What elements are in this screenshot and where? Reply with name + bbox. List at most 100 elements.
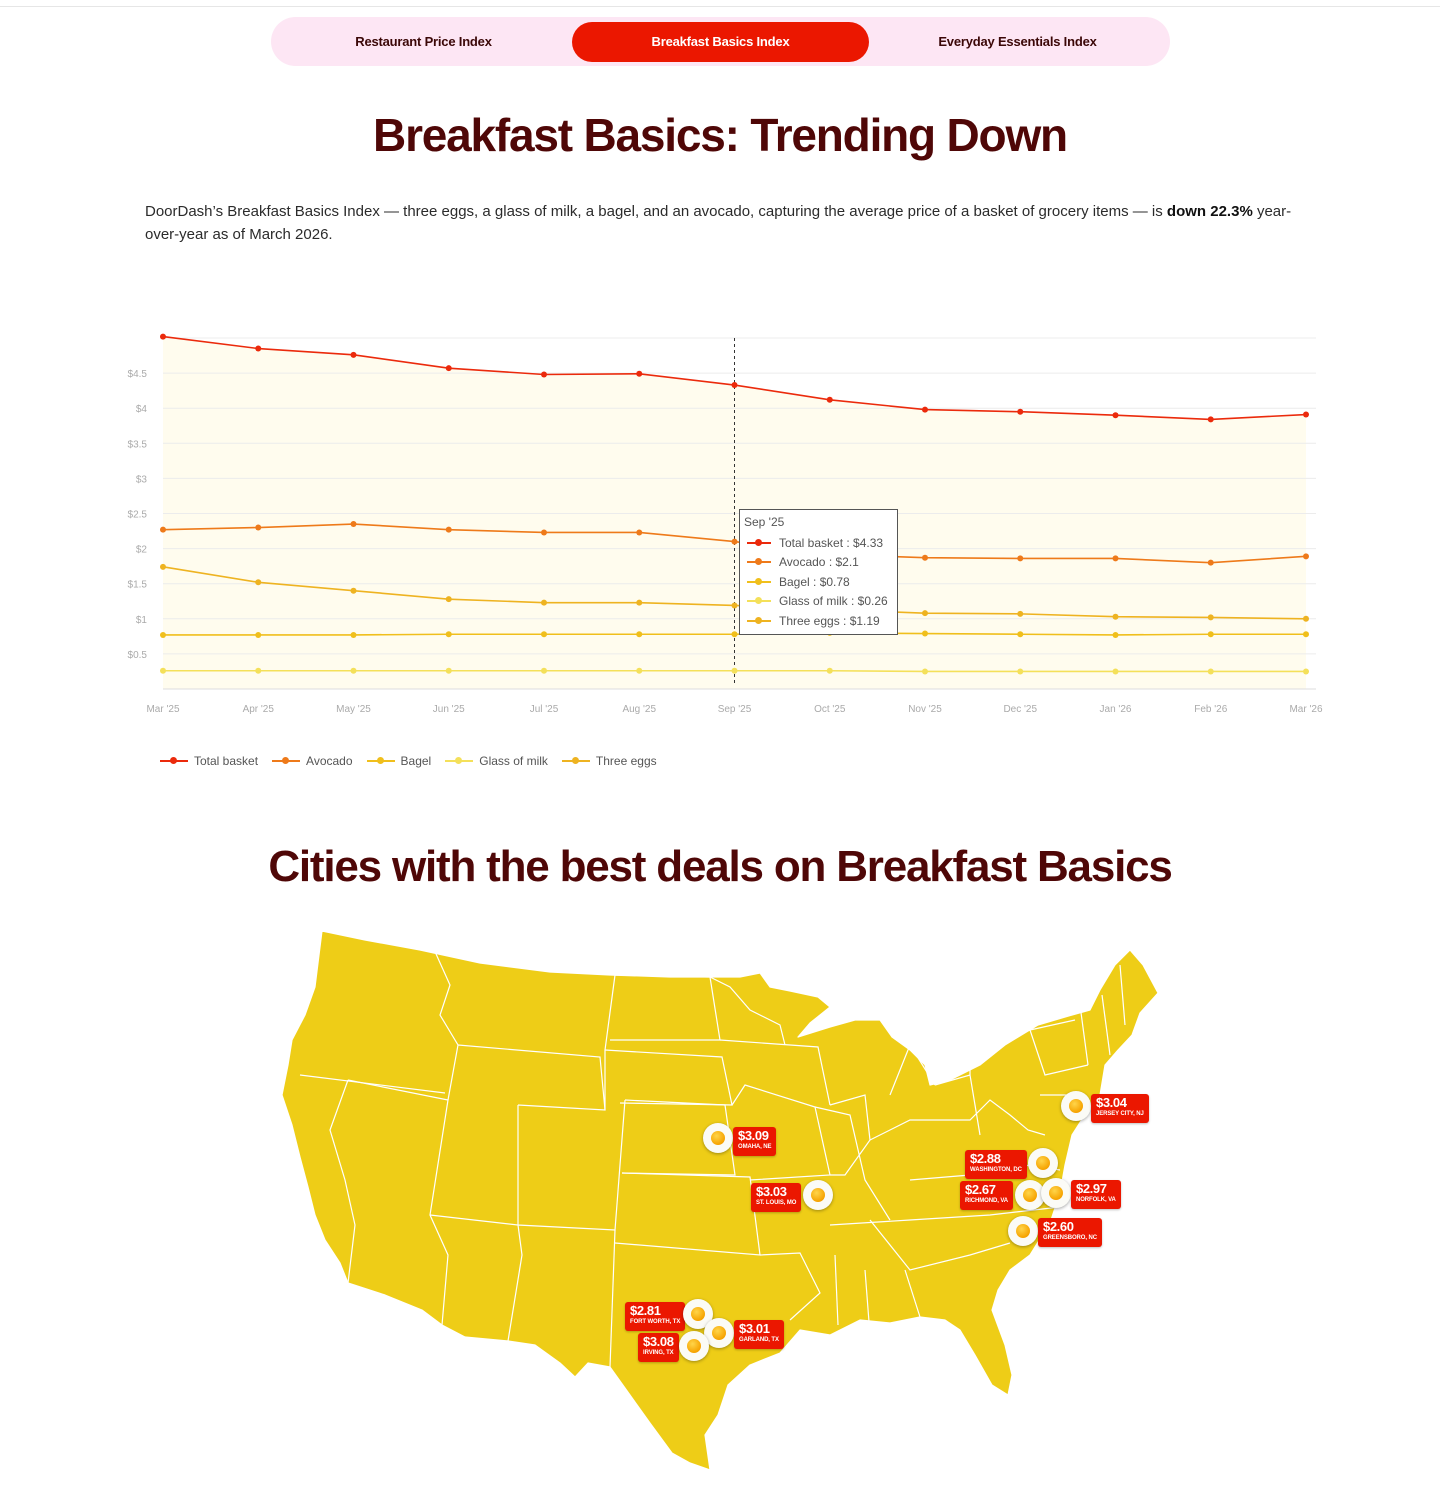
data-point xyxy=(731,382,738,389)
pin-label: $3.08 Irving, TX xyxy=(638,1333,679,1362)
egg-icon xyxy=(1008,1216,1038,1246)
pin-city: Irving, TX xyxy=(643,1350,674,1356)
intro-paragraph: DoorDash’s Breakfast Basics Index — thre… xyxy=(145,200,1305,246)
y-tick-label: $3.5 xyxy=(128,439,148,450)
y-tick-label: $1 xyxy=(136,615,148,626)
state-borders xyxy=(299,944,1126,1368)
tooltip-row: Total basket : $4.33 xyxy=(744,533,893,553)
tooltip-row-text: Bagel : $0.78 xyxy=(779,574,850,589)
tab-restaurant-price-index[interactable]: Restaurant Price Index xyxy=(355,34,492,49)
data-point xyxy=(731,538,738,545)
pin-city: Richmond, VA xyxy=(965,1198,1009,1204)
data-point xyxy=(1207,559,1214,566)
tab-breakfast-basics-index[interactable]: Breakfast Basics Index xyxy=(572,21,869,62)
pin-city: St. Louis, MO xyxy=(756,1200,797,1206)
data-point xyxy=(255,631,262,638)
data-point xyxy=(160,526,166,533)
egg-icon xyxy=(679,1331,709,1361)
data-point xyxy=(826,667,833,674)
legend-label: Total basket xyxy=(194,754,259,768)
legend-item[interactable]: Glass of milk xyxy=(445,754,548,768)
legend-item[interactable]: Bagel xyxy=(366,754,431,768)
data-point xyxy=(636,370,643,377)
data-point xyxy=(731,667,738,674)
pin-price: $3.01 xyxy=(739,1321,770,1336)
data-point xyxy=(541,631,547,638)
egg-icon xyxy=(1028,1148,1058,1178)
tab-everyday-essentials-index[interactable]: Everyday Essentials Index xyxy=(938,34,1097,49)
tooltip-swatch-icon xyxy=(744,557,772,567)
x-tick-label: Apr '25 xyxy=(243,704,275,715)
data-point xyxy=(1207,416,1214,423)
x-tick-label: May '25 xyxy=(336,704,371,715)
index-tabs: Restaurant Price Index Breakfast Basics … xyxy=(271,17,1170,66)
egg-icon xyxy=(1041,1178,1071,1208)
legend-item[interactable]: Total basket xyxy=(160,754,258,768)
data-point xyxy=(1303,631,1309,638)
egg-icon xyxy=(683,1299,713,1329)
line-chart-svg[interactable]: $0.5 $1 $1.5 $2 $2.5 $3 $3.5 $4 $4.5 Mar '25 Apr '… xyxy=(110,320,1340,730)
legend-item[interactable]: Three eggs xyxy=(561,754,657,768)
data-point xyxy=(541,371,547,378)
x-tick-label: Jul '25 xyxy=(530,704,559,715)
tooltip-swatch-icon xyxy=(744,577,772,587)
intro-text: DoorDash’s Breakfast Basics Index — thre… xyxy=(145,203,1167,220)
pin-price: $2.60 xyxy=(1043,1219,1074,1234)
data-point xyxy=(826,396,833,403)
data-point xyxy=(160,667,166,674)
egg-icon xyxy=(803,1180,833,1210)
pin-price: $2.67 xyxy=(965,1182,996,1197)
data-point xyxy=(1017,610,1024,617)
tooltip-row-text: Avocado : $2.1 xyxy=(779,555,859,570)
egg-icon xyxy=(1061,1091,1091,1121)
data-point xyxy=(160,563,166,570)
tooltip-row: Three eggs : $1.19 xyxy=(744,611,893,631)
y-tick-label: $0.5 xyxy=(128,650,148,661)
tooltip-swatch-icon xyxy=(744,596,772,606)
price-trend-chart[interactable]: $0.5 $1 $1.5 $2 $2.5 $3 $3.5 $4 $4.5 Mar '25 Apr '… xyxy=(110,320,1340,730)
pin-label: $2.88 Washington, DC xyxy=(965,1150,1027,1179)
data-point xyxy=(1112,412,1119,419)
data-point xyxy=(350,521,357,528)
data-point xyxy=(1303,668,1309,675)
data-point xyxy=(1207,614,1214,621)
data-point xyxy=(1112,668,1119,675)
data-point xyxy=(1303,615,1309,622)
data-point xyxy=(636,529,643,536)
data-point xyxy=(255,345,262,352)
legend-swatch-icon xyxy=(272,756,301,766)
data-point xyxy=(541,529,547,536)
data-point xyxy=(445,365,452,372)
pin-label: $2.67 Richmond, VA xyxy=(960,1181,1014,1210)
cities-heading: Cities with the best deals on Breakfast … xyxy=(268,842,1173,891)
pin-label: $3.04 Jersey City, NJ xyxy=(1091,1094,1149,1123)
data-point xyxy=(350,631,357,638)
data-point xyxy=(922,610,928,617)
page-title: Breakfast Basics: Trending Down xyxy=(373,109,1068,161)
data-point xyxy=(1112,555,1119,562)
data-point xyxy=(1017,408,1024,415)
legend-item[interactable]: Avocado xyxy=(272,754,353,768)
pin-label: $2.97 Norfolk, VA xyxy=(1071,1180,1121,1209)
pin-label: $2.81 Fort Worth, TX xyxy=(625,1302,686,1331)
y-tick-label: $4 xyxy=(136,404,148,415)
pin-city: Fort Worth, TX xyxy=(630,1319,681,1325)
top-divider xyxy=(0,6,1440,7)
tooltip-row-text: Glass of milk : $0.26 xyxy=(779,594,888,609)
x-tick-label: Jan '26 xyxy=(1100,704,1132,715)
data-point xyxy=(636,667,643,674)
data-point xyxy=(1207,631,1214,638)
legend-swatch-icon xyxy=(445,756,474,766)
data-point xyxy=(636,599,643,606)
data-point xyxy=(1017,668,1024,675)
pin-price: $3.03 xyxy=(756,1184,787,1199)
tooltip-swatch-icon xyxy=(744,616,772,626)
x-tick-label: Dec '25 xyxy=(1003,704,1037,715)
y-tick-label: $2 xyxy=(136,545,148,556)
pin-label: $3.03 St. Louis, MO xyxy=(751,1183,802,1212)
data-point xyxy=(445,596,452,603)
pin-price: $3.08 xyxy=(643,1334,674,1349)
data-point xyxy=(1017,631,1024,638)
chart-legend: Total basket Avocado Bagel Glass of milk Thr… xyxy=(160,754,671,768)
data-point xyxy=(541,599,547,606)
